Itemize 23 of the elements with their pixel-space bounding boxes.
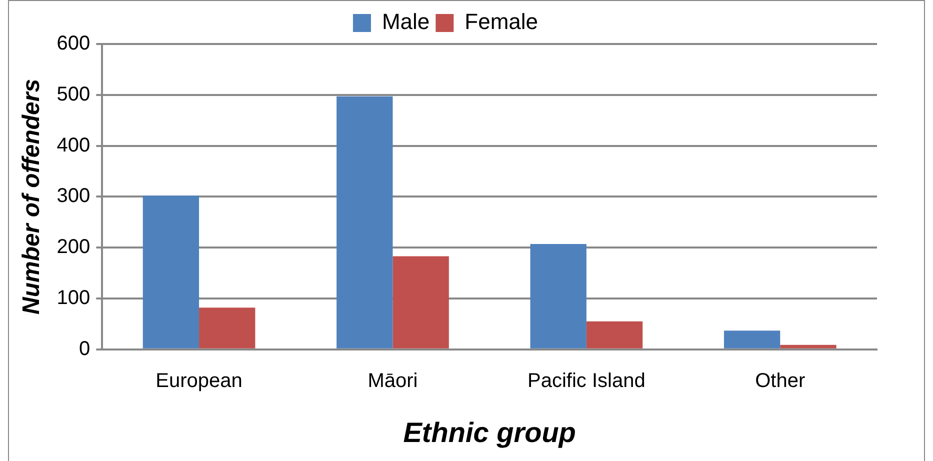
y-tick-label: 100 (56, 287, 90, 310)
y-tick-label: 200 (56, 236, 90, 258)
y-axis-title: Number of offenders (18, 78, 46, 314)
bar (530, 244, 586, 348)
bar (586, 321, 643, 348)
bar (780, 344, 836, 348)
bar (724, 330, 780, 348)
x-axis-title: Ethnic group (403, 416, 576, 448)
bar (392, 256, 449, 348)
y-tick-label: 0 (79, 338, 90, 360)
x-tick-label: Pacific Island (528, 370, 646, 392)
x-tick-label: Māori (368, 370, 418, 392)
legend-label: Female (464, 9, 538, 34)
x-tick-label: Other (755, 370, 806, 392)
y-tick-label: 400 (56, 134, 90, 156)
y-tick-label: 500 (56, 83, 90, 106)
y-tick-label: 600 (56, 32, 90, 55)
legend-label: Male (382, 9, 430, 34)
x-tick-label: European (156, 370, 242, 392)
y-tick-label: 300 (56, 185, 90, 208)
bar (199, 308, 256, 348)
bar (142, 196, 200, 348)
bar (336, 96, 393, 348)
